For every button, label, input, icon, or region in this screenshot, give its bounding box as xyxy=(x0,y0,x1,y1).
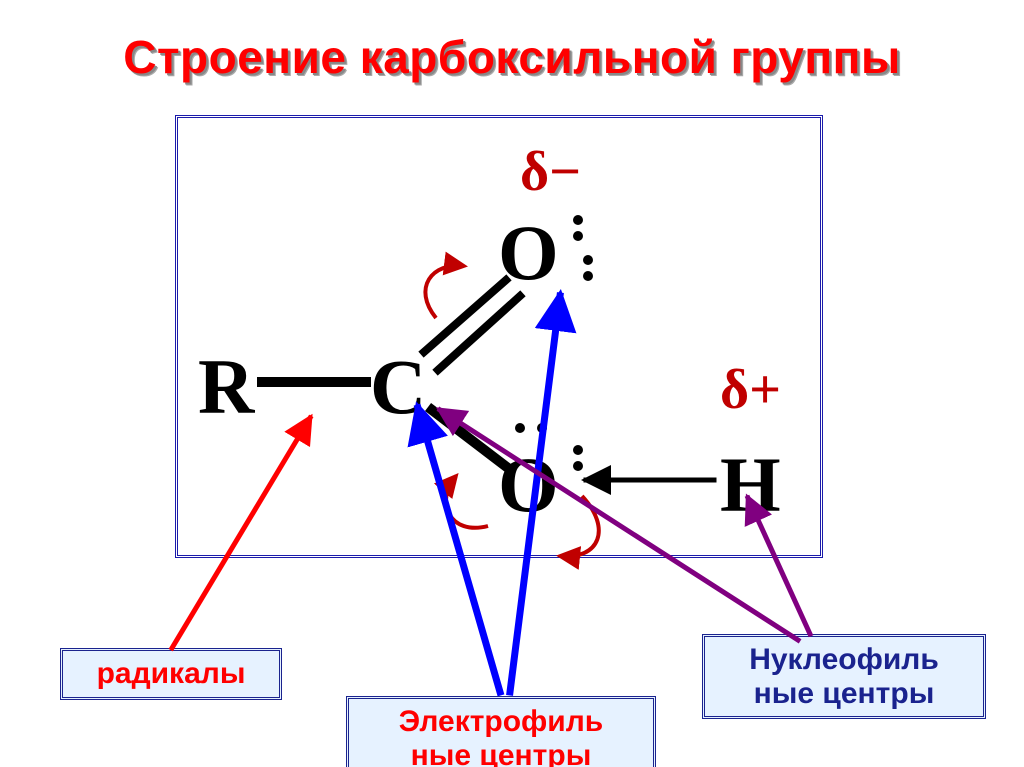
atom-r: R xyxy=(198,342,254,432)
label-nucleophilic: Нуклеофильные центры xyxy=(702,634,986,719)
atom-h: H xyxy=(720,440,781,530)
label-radicals: радикалы xyxy=(60,648,282,700)
label-electro-text: Электрофильные центры xyxy=(399,705,604,767)
atom-o2: O xyxy=(498,440,559,530)
delta-plus: δ+ xyxy=(720,358,781,422)
label-electrophilic: Электрофильные центры xyxy=(346,696,656,767)
label-nucleo-text: Нуклеофильные центры xyxy=(749,643,939,710)
atom-o1: O xyxy=(498,208,559,298)
slide-title: Строение карбоксильной группы xyxy=(0,30,1024,84)
delta-minus: δ− xyxy=(520,140,581,204)
atom-c: C xyxy=(370,342,426,432)
slide: Строение карбоксильной группы R C O O H … xyxy=(0,0,1024,767)
label-radicals-text: радикалы xyxy=(97,657,246,690)
